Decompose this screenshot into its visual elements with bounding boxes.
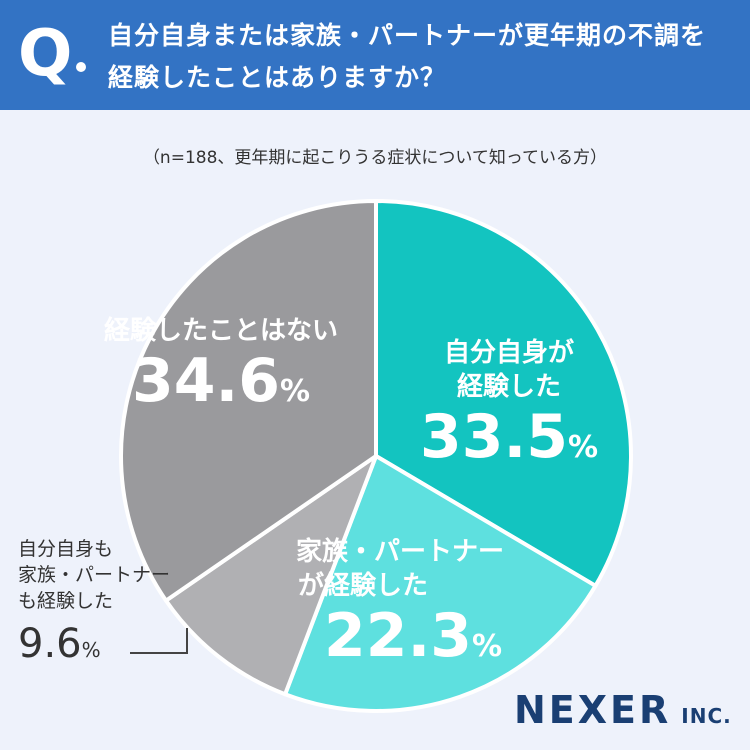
logo-suffix: INC. [681,704,732,728]
q-dot [76,62,86,72]
pie-slice-both [164,454,378,697]
nexer-logo: NEXER INC. [514,688,732,732]
logo-main: NEXER [514,688,672,732]
slice-label-none-line1: 経験したことはない [104,316,339,346]
pie-slice-self [374,199,633,588]
slice-label-family-line2: が経験した [298,571,429,601]
slice-value-none: 34.6% [131,346,311,416]
pie-slice-family [283,454,598,713]
sample-note: （n=188、更年期に起こりうる症状について知っている方） [142,148,608,168]
slice-label-self-line2: 経験した [457,372,562,402]
slice-label-self-line1: 自分自身が [444,338,575,368]
slice-label-both-line2: 家族・パートナー [18,564,171,586]
pie-slice-none [119,199,378,603]
question-header: Q 自分自身または家族・パートナーが更年期の不調を 経験したことはありますか？ [0,0,750,110]
slice-label-both-line3: も経験した [18,590,114,612]
slice-value-both: 9.6% [18,621,101,667]
slice-label-self: 自分自身が 経験した 33.5% [420,336,598,481]
slice-label-none: 経験したことはない 34.6% [104,314,338,425]
slice-value-self: 33.5% [420,402,599,472]
leader-line [130,628,188,654]
slice-label-both-line1: 自分自身も [18,538,114,560]
q-mark: Q [18,17,73,91]
question-text-line2: 経験したことはありますか？ [108,63,447,92]
slice-label-family-line1: 家族・パートナー [296,537,505,567]
slice-label-both: 自分自身も 家族・パートナー も経験した 9.6% [18,536,170,674]
slice-value-family: 22.3% [324,601,503,671]
slice-label-family: 家族・パートナー が経験した 22.3% [296,535,504,680]
question-text-line1: 自分自身または家族・パートナーが更年期の不調を [108,21,707,50]
